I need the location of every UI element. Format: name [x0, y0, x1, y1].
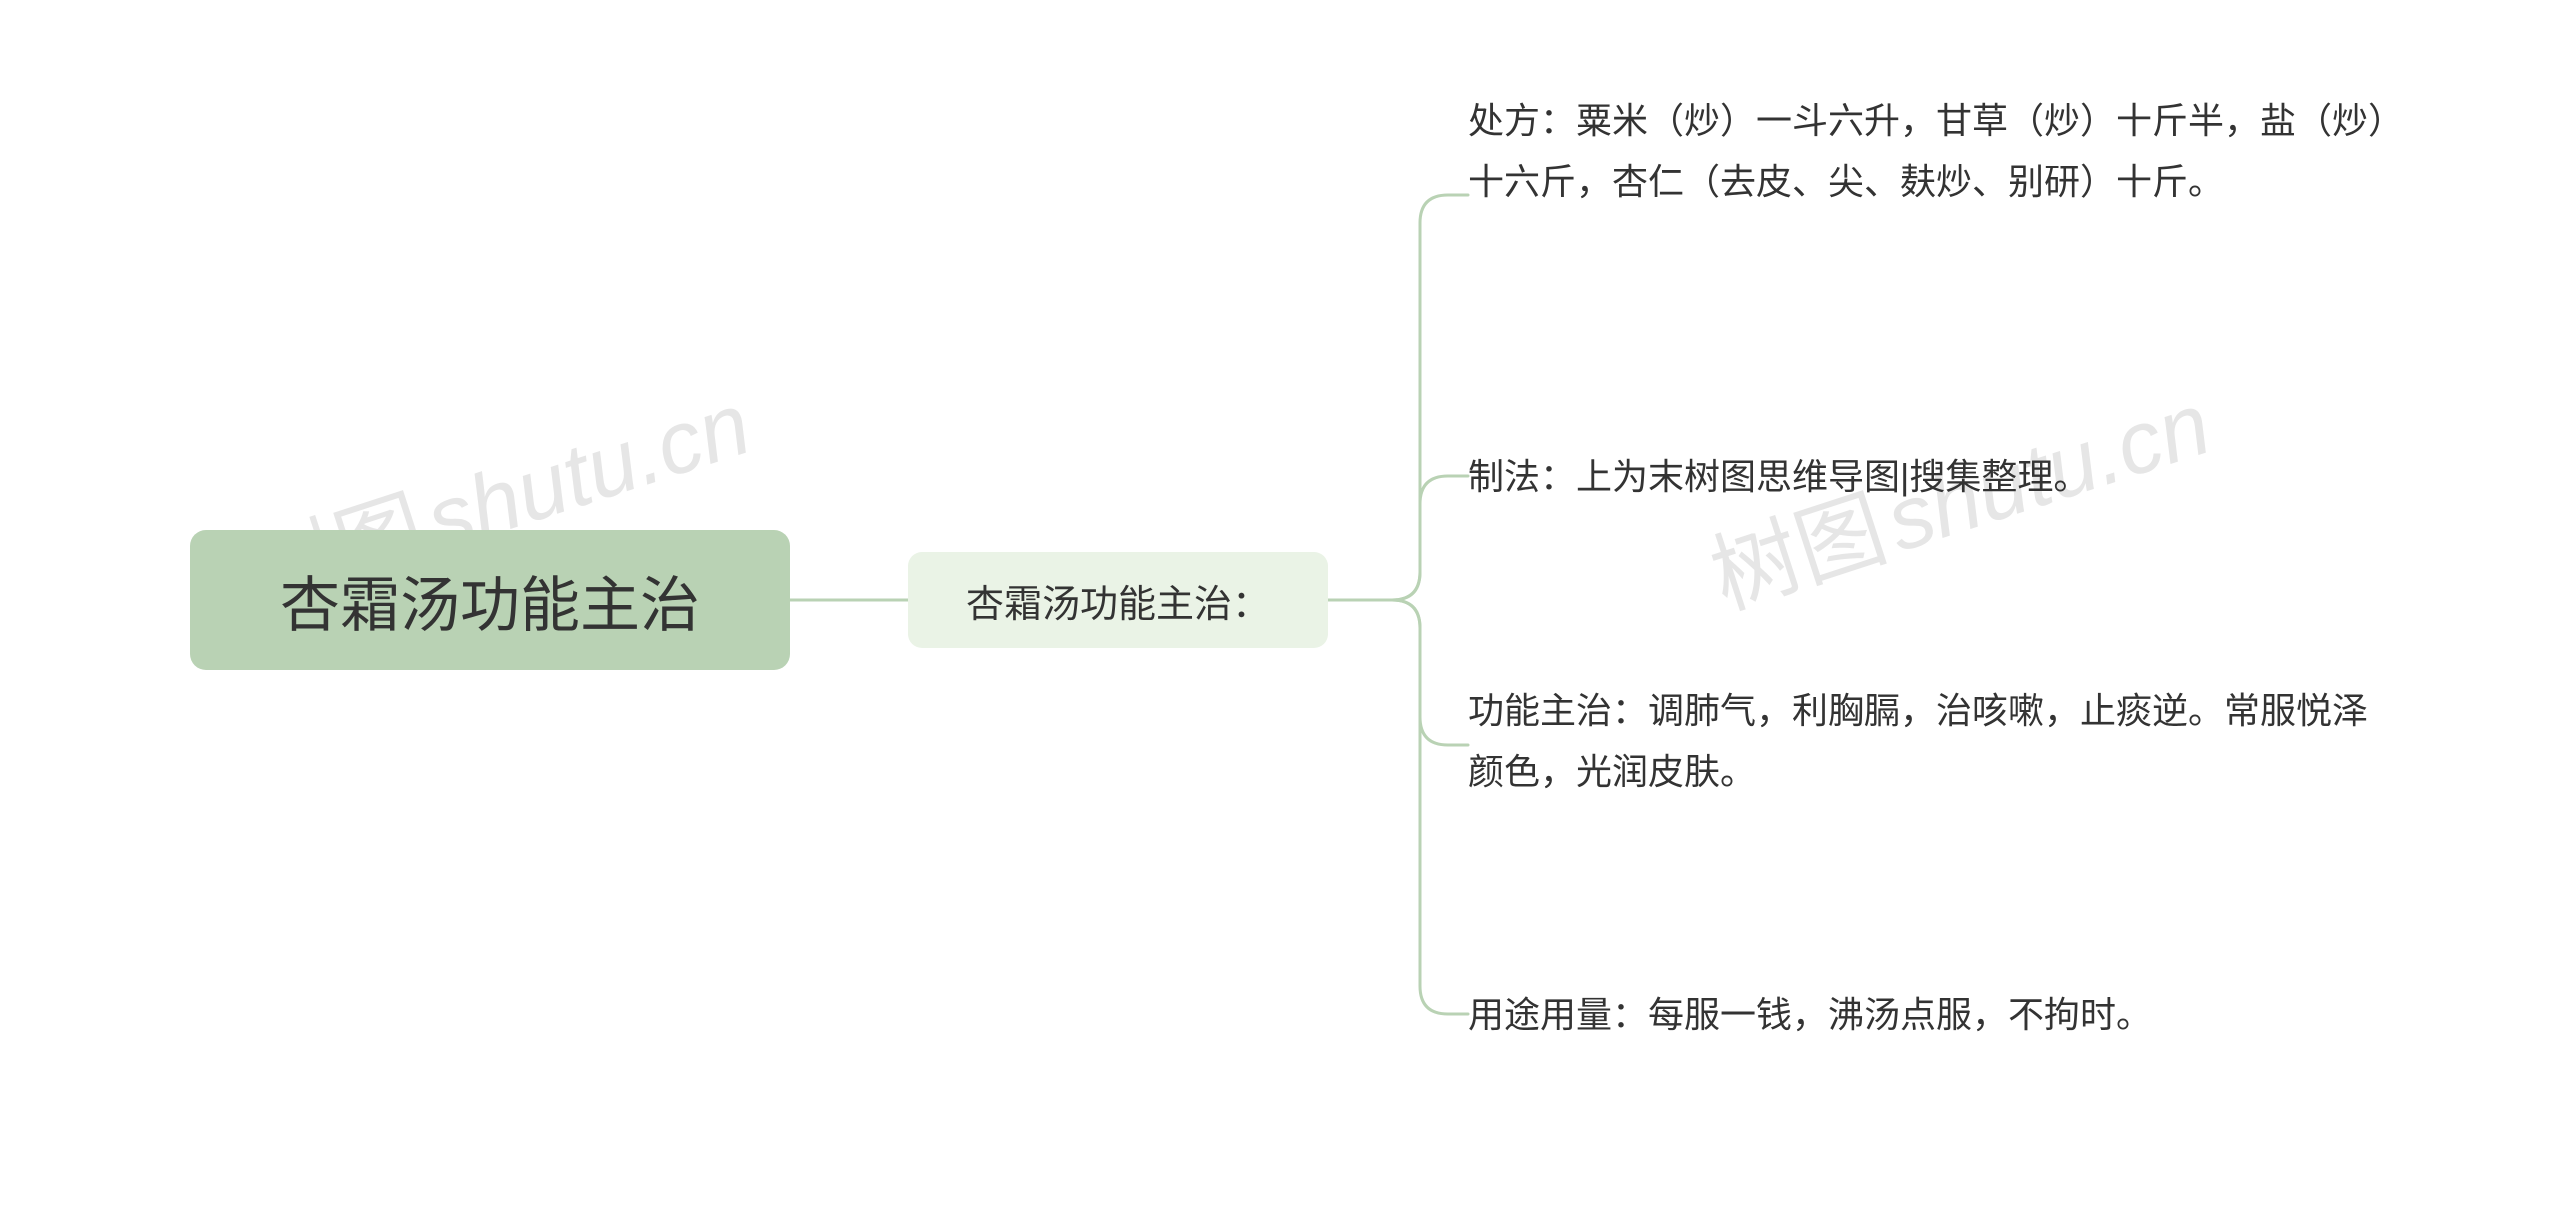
- leaf-node[interactable]: 处方：粟米（炒）一斗六升，甘草（炒）十斤半，盐（炒）十六斤，杏仁（去皮、尖、麸炒…: [1468, 90, 2400, 300]
- sub-node-label: 杏霜汤功能主治：: [966, 573, 1270, 628]
- root-node-label: 杏霜汤功能主治: [280, 557, 700, 644]
- mindmap-canvas: 树图shutu.cn 树图shutu.cn 杏霜汤功能主治 杏霜汤功能主治： 处…: [0, 0, 2560, 1224]
- sub-node[interactable]: 杏霜汤功能主治：: [908, 552, 1328, 648]
- leaf-node[interactable]: 功能主治：调肺气，利胸膈，治咳嗽，止痰逆。常服悦泽颜色，光润皮肤。: [1468, 680, 2400, 810]
- leaf-node[interactable]: 用途用量：每服一钱，沸汤点服，不拘时。: [1468, 984, 2400, 1045]
- root-node[interactable]: 杏霜汤功能主治: [190, 530, 790, 670]
- leaf-node-text: 功能主治：调肺气，利胸膈，治咳嗽，止痰逆。常服悦泽颜色，光润皮肤。: [1468, 680, 2400, 802]
- leaf-node-text: 用途用量：每服一钱，沸汤点服，不拘时。: [1468, 984, 2152, 1045]
- leaf-node-text: 处方：粟米（炒）一斗六升，甘草（炒）十斤半，盐（炒）十六斤，杏仁（去皮、尖、麸炒…: [1468, 90, 2400, 212]
- leaf-node-text: 制法：上为末树图思维导图|搜集整理。: [1468, 446, 2089, 507]
- leaf-node[interactable]: 制法：上为末树图思维导图|搜集整理。: [1468, 446, 2400, 507]
